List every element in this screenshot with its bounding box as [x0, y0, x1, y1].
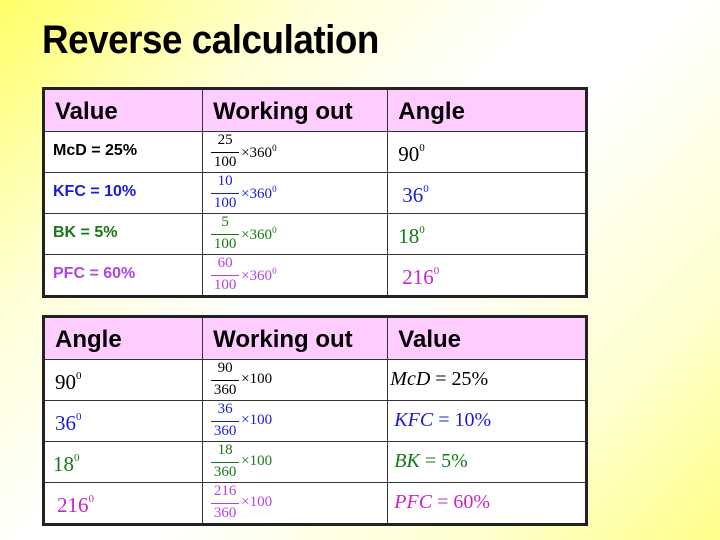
value-label: BK = 5% — [53, 224, 118, 241]
value-label: PFC = 60% — [53, 265, 136, 282]
table-row: BK = 5% 5 100 ×3600 180 — [42, 213, 587, 255]
result-equation: KFC = 10% — [394, 409, 492, 431]
angle-to-value-table: Angle Working out Value 900 90 360 ×100 Mc… — [42, 315, 588, 526]
header-working-out: Working out — [202, 88, 389, 132]
table-header-row: Angle Working out Value — [42, 316, 587, 360]
value-label: KFC = 10% — [53, 183, 137, 200]
table-header-row: Value Working out Angle — [42, 88, 587, 132]
header-working-out: Working out — [202, 316, 389, 360]
page-title: Reverse calculation — [42, 18, 379, 62]
table-row: McD = 25% 25 100 ×3600 900 — [42, 131, 587, 173]
angle-value: 900 — [398, 142, 425, 166]
angle-value: 360 — [55, 411, 82, 435]
result-equation: McD = 25% — [390, 368, 489, 390]
table-row: 180 18 360 ×100 BK = 5% — [42, 441, 587, 483]
angle-value: 2160 — [57, 493, 94, 517]
angle-value: 2160 — [402, 265, 440, 289]
table-row: 900 90 360 ×100 McD = 25% — [42, 359, 587, 401]
value-to-angle-table: Value Working out Angle McD = 25% 25 100 ×… — [42, 87, 588, 298]
table-row: 2160 216 360 ×100 PFC = 60% — [42, 482, 587, 525]
angle-value: 360 — [402, 183, 429, 207]
angle-value: 180 — [53, 452, 80, 476]
header-angle: Angle — [387, 88, 587, 132]
angle-value: 900 — [55, 370, 82, 394]
result-equation: BK = 5% — [394, 450, 468, 472]
value-label: McD = 25% — [53, 142, 138, 159]
header-angle: Angle — [42, 316, 204, 360]
table-row: PFC = 60% 60 100 ×3600 2160 — [42, 254, 587, 297]
table-row: KFC = 10% 10 100 ×3600 360 — [42, 172, 587, 214]
angle-value: 180 — [398, 224, 425, 248]
header-value: Value — [42, 88, 204, 132]
header-value: Value — [387, 316, 587, 360]
table-row: 360 36 360 ×100 KFC = 10% — [42, 400, 587, 442]
result-equation: PFC = 60% — [394, 491, 491, 513]
